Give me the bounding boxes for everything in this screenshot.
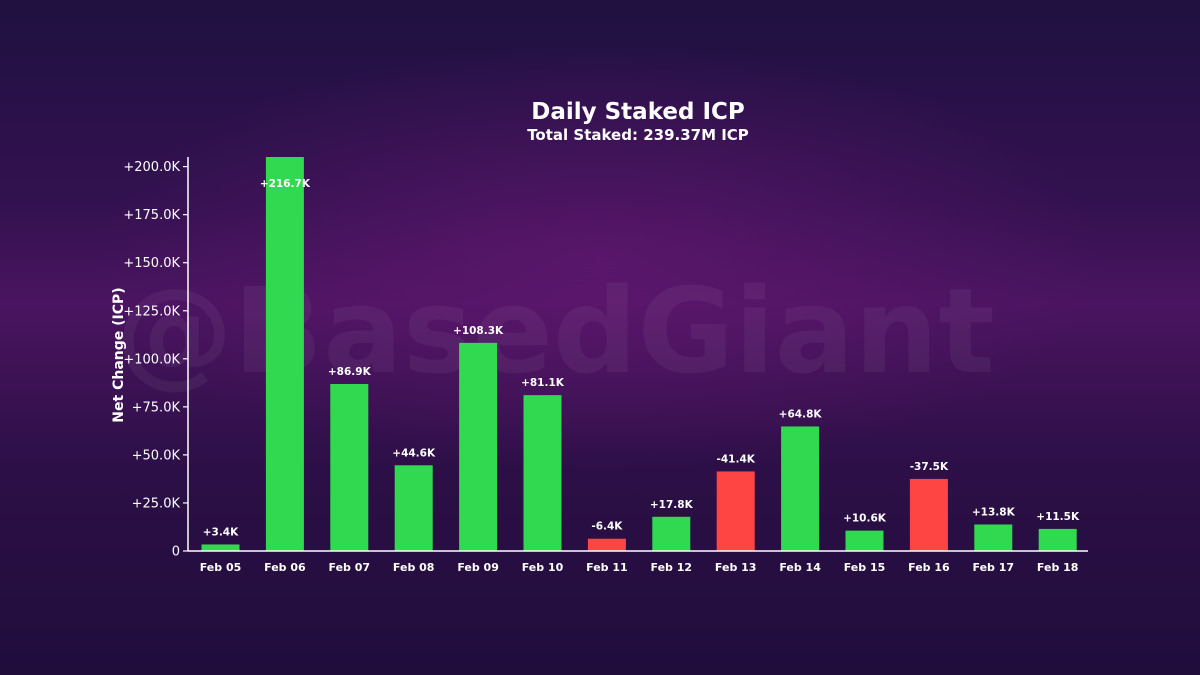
y-axis-label: Net Change (ICP) [111,287,127,422]
bar-feb-15 [845,530,884,551]
x-tick-label: Feb 05 [200,561,242,574]
y-tick-label: +25.0K [132,496,181,511]
x-tick-label: Feb 11 [586,561,628,574]
bar-feb-10 [523,395,562,551]
bar-feb-16 [909,478,948,551]
bar-data-label: +81.1K [521,377,565,389]
bar-feb-13 [716,471,755,551]
bar-data-label: +13.8K [972,506,1016,518]
bar-data-label: +44.6K [392,447,436,459]
bar-labels-group: +3.4K +216.7K +86.9K +44.6K +108.3K +81.1K -6.… [203,178,1080,538]
bars-group [201,157,1077,551]
bar-data-label: +216.7K [260,178,311,190]
x-tick-label: Feb 12 [651,561,693,574]
bar-feb-05 [201,544,240,551]
y-tick-label: +100.0K [123,352,180,367]
bar-data-label: -37.5K [910,461,949,473]
x-tick-label: Feb 13 [715,561,757,574]
y-tick-label: +175.0K [123,208,180,223]
y-tick-label: +75.0K [132,400,181,415]
bar-feb-18 [1038,528,1077,551]
chart-title: Daily Staked ICP [531,99,745,125]
bar-data-label: +86.9K [328,366,372,378]
x-tick-label: Feb 07 [329,561,371,574]
x-tick-label: Feb 10 [522,561,564,574]
watermark-text: @BasedGiant [115,262,995,400]
x-tick-label: Feb 14 [779,561,821,574]
y-tick-label: +200.0K [123,160,180,175]
y-tick-label: +150.0K [123,256,180,271]
y-tick-label: +125.0K [123,304,180,319]
bar-data-label: +17.8K [650,499,694,511]
y-tick-label: 0 [172,545,180,560]
x-tick-label: Feb 09 [457,561,499,574]
bar-data-label: +10.6K [843,513,887,525]
bar-feb-09 [459,342,498,551]
chart-subtitle: Total Staked: 239.37M ICP [527,126,749,144]
x-tick-label: Feb 15 [844,561,886,574]
y-tick-label: +50.0K [132,448,181,463]
x-tick-label: Feb 06 [264,561,306,574]
bar-feb-08 [394,465,433,551]
bar-feb-17 [974,524,1013,551]
bar-feb-07 [330,383,369,551]
x-tick-label: Feb 17 [973,561,1015,574]
x-axis-ticks: Feb 05 Feb 06 Feb 07 Feb 08 Feb 09 Feb 10 Feb … [200,561,1079,574]
bar-feb-11 [587,538,626,551]
x-tick-label: Feb 18 [1037,561,1079,574]
bar-data-label: +3.4K [203,526,239,538]
bar-feb-12 [652,516,691,551]
bar-data-label: -6.4K [591,521,623,533]
x-tick-label: Feb 16 [908,561,950,574]
bar-feb-06 [265,157,304,551]
bar-feb-14 [781,426,820,551]
y-axis-ticks: 0 +25.0K +50.0K +75.0K +100.0K +125.0K +150.0K… [123,160,188,560]
x-tick-label: Feb 08 [393,561,435,574]
bar-data-label: +108.3K [453,325,504,337]
bar-data-label: +11.5K [1036,511,1080,523]
bar-data-label: -41.4K [716,453,755,465]
bar-data-label: +64.8K [779,408,823,420]
